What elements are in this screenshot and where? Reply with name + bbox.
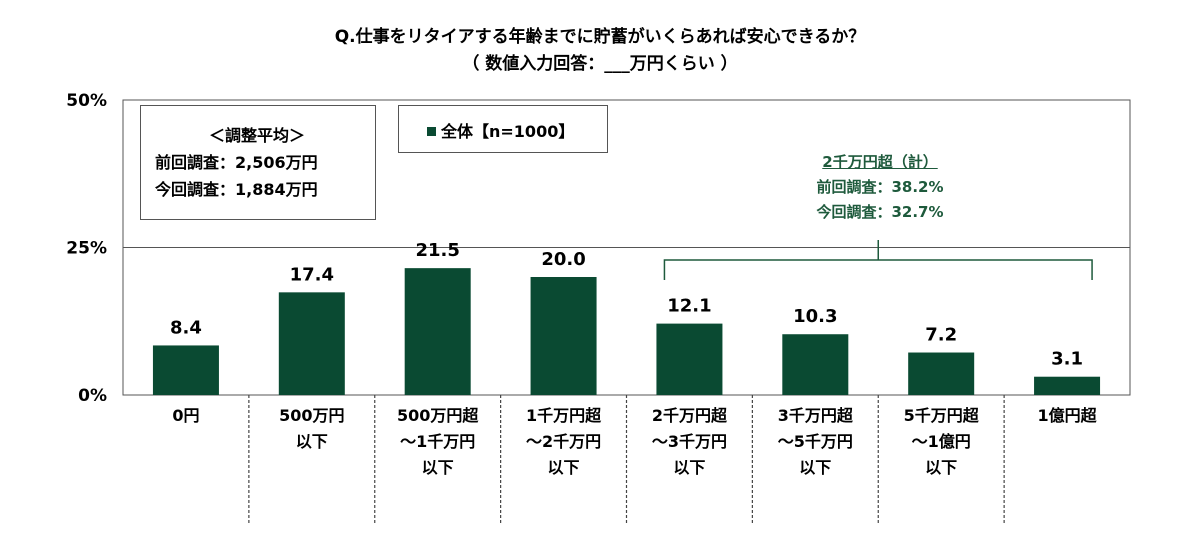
average-current: 今回調査：1,884万円 xyxy=(155,180,318,199)
x-tick-label: 1千万円超 xyxy=(526,406,602,425)
over-20m-note: 2千万円超（計） 前回調査：38.2% 今回調査：32.7% xyxy=(770,150,990,225)
bar-value-label: 12.1 xyxy=(667,296,711,317)
x-tick-label: 500万円超 xyxy=(397,406,479,425)
x-tick-label: 5千万円超 xyxy=(904,406,980,425)
note-previous: 前回調査：38.2% xyxy=(816,178,944,196)
legend-label: 全体【n=1000】 xyxy=(441,122,575,141)
y-tick-label: 0% xyxy=(78,386,107,406)
x-tick-label: 以下 xyxy=(799,458,831,477)
x-tick-label: 3千万円超 xyxy=(778,406,854,425)
legend-swatch xyxy=(427,127,436,136)
x-tick-label: ～1千万円 xyxy=(400,432,475,451)
x-tick-label: 以下 xyxy=(548,458,580,477)
x-tick-label: 以下 xyxy=(673,458,705,477)
chart-title: Q.仕事をリタイアする年齢までに貯蓄がいくらあれば安心できるか？ xyxy=(334,27,866,47)
x-tick-label: 0円 xyxy=(172,406,199,425)
x-tick-label: 500万円 xyxy=(279,406,344,425)
note-heading: 2千万円超（計） xyxy=(822,153,938,171)
bar xyxy=(782,334,849,395)
x-tick-label: 以下 xyxy=(296,432,328,451)
x-tick-label: ～5千万円 xyxy=(778,432,853,451)
x-tick-label: ～3千万円 xyxy=(652,432,727,451)
bracket xyxy=(663,259,1093,280)
note-current: 今回調査：32.7% xyxy=(816,203,944,221)
legend: 全体【n=1000】 xyxy=(398,105,608,153)
bar xyxy=(1034,376,1101,395)
bar xyxy=(656,323,723,395)
x-tick-label: ～2千万円 xyxy=(526,432,601,451)
average-box-heading: ＜調整平均＞ xyxy=(208,126,305,145)
x-tick-label: ～1億円 xyxy=(912,432,971,451)
bar-value-label: 20.0 xyxy=(541,249,585,270)
bar xyxy=(908,352,975,395)
bar-value-label: 3.1 xyxy=(1051,349,1083,370)
bar-value-label: 17.4 xyxy=(290,264,334,285)
y-tick-label: 25% xyxy=(66,239,107,259)
bar-value-label: 21.5 xyxy=(415,240,459,261)
y-tick-label: 50% xyxy=(66,91,107,111)
bar-value-label: 10.3 xyxy=(793,306,837,327)
x-tick-label: 2千万円超 xyxy=(652,406,728,425)
bar xyxy=(278,292,345,395)
x-tick-label: 以下 xyxy=(925,458,957,477)
bar xyxy=(152,345,219,395)
bar xyxy=(530,277,597,395)
x-tick-label: 以下 xyxy=(422,458,454,477)
bar xyxy=(404,268,471,395)
average-previous: 前回調査：2,506万円 xyxy=(155,153,318,172)
chart-subtitle: （ 数値入力回答：___万円くらい ） xyxy=(462,54,738,74)
bar-value-label: 7.2 xyxy=(925,325,957,346)
x-tick-label: 1億円超 xyxy=(1037,406,1097,425)
bar-value-label: 8.4 xyxy=(170,317,202,338)
average-box: ＜調整平均＞ 前回調査：2,506万円 今回調査：1,884万円 xyxy=(140,105,376,220)
